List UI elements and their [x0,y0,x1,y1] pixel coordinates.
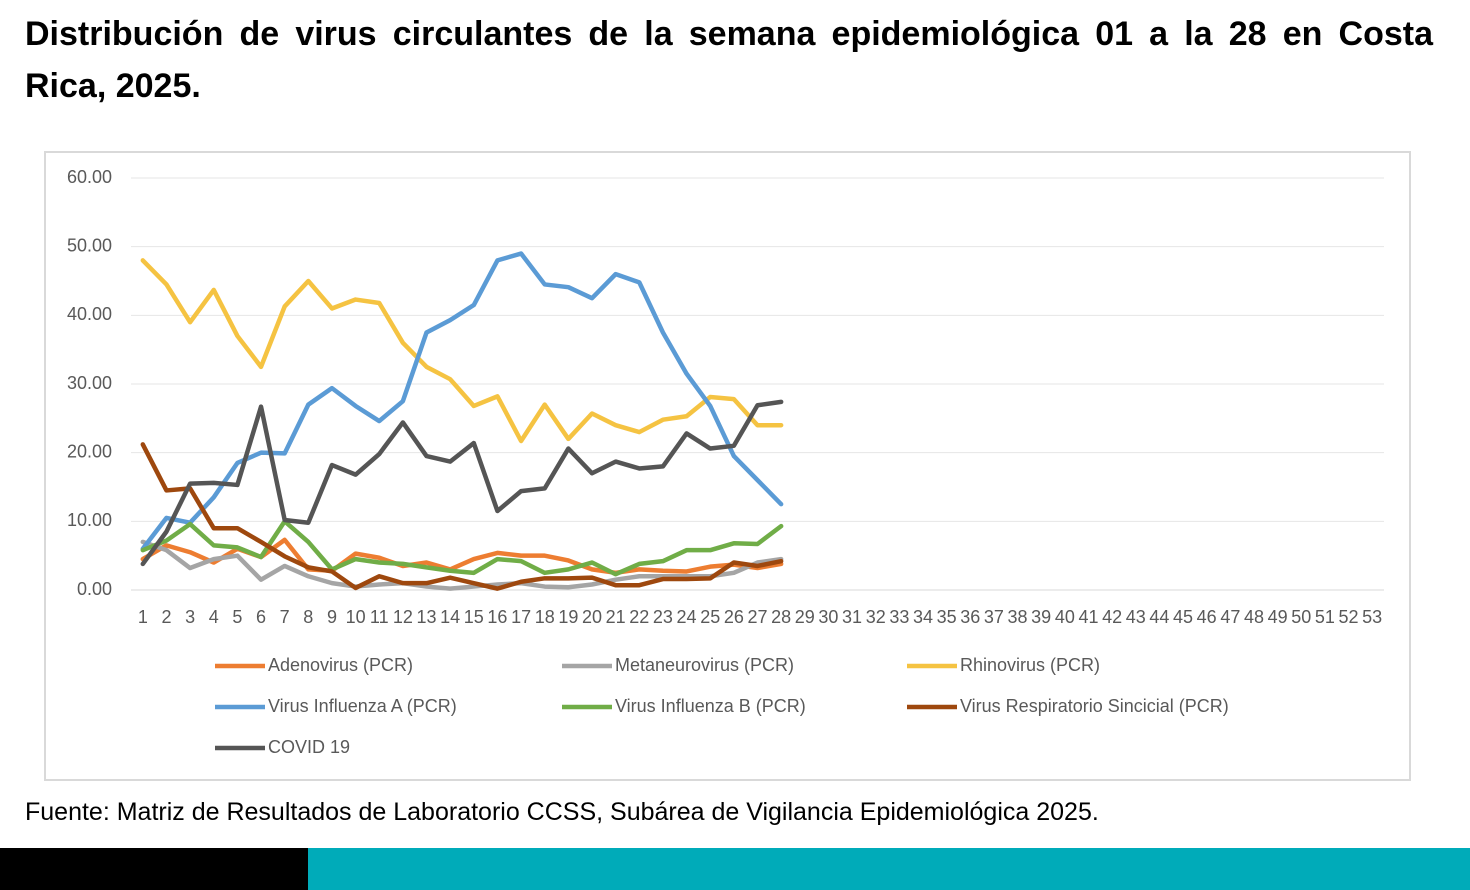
x-tick-label: 16 [487,607,507,627]
x-tick-label: 48 [1244,607,1264,627]
x-tick-label: 13 [417,607,437,627]
x-tick-label: 30 [818,607,838,627]
legend-label: Adenovirus (PCR) [268,655,413,675]
x-tick-label: 26 [724,607,744,627]
legend-label: COVID 19 [268,737,350,757]
x-tick-label: 42 [1102,607,1122,627]
x-tick-label: 17 [511,607,531,627]
x-tick-label: 3 [185,607,195,627]
x-tick-label: 18 [535,607,555,627]
x-tick-label: 46 [1197,607,1217,627]
x-tick-label: 24 [677,607,697,627]
x-tick-label: 39 [1031,607,1051,627]
x-tick-label: 12 [393,607,413,627]
y-tick-label: 30.00 [67,373,112,393]
x-tick-label: 29 [795,607,815,627]
x-tick-label: 44 [1149,607,1169,627]
legend-label: Metaneurovirus (PCR) [615,655,794,675]
x-tick-label: 6 [256,607,266,627]
x-tick-label: 49 [1268,607,1288,627]
x-tick-label: 35 [937,607,957,627]
x-tick-label: 21 [606,607,626,627]
x-tick-label: 33 [889,607,909,627]
footer-bar [0,848,308,890]
source: Fuente: Matriz de Resultados de Laborato… [25,798,1099,826]
x-tick-label: 2 [161,607,171,627]
x-tick-label: 38 [1008,607,1028,627]
x-tick-label: 28 [771,607,791,627]
x-tick-label: 27 [747,607,767,627]
y-tick-label: 50.00 [67,235,112,255]
y-tick-label: 40.00 [67,304,112,324]
x-tick-label: 5 [232,607,242,627]
x-tick-label: 19 [558,607,578,627]
legend-label: Rhinovirus (PCR) [960,655,1100,675]
x-tick-label: 23 [653,607,673,627]
x-tick-label: 32 [866,607,886,627]
x-tick-label: 40 [1055,607,1075,627]
y-tick-label: 0.00 [77,579,112,599]
legend-label: Virus Influenza B (PCR) [615,696,806,716]
legend-label: Virus Respiratorio Sincicial (PCR) [960,696,1229,716]
x-tick-label: 10 [346,607,366,627]
x-tick-label: 15 [464,607,484,627]
x-tick-label: 22 [629,607,649,627]
series-line [140,519,784,577]
x-tick-label: 1 [138,607,148,627]
x-tick-label: 51 [1315,607,1335,627]
x-tick-label: 41 [1078,607,1098,627]
footer-bar [308,848,1470,890]
x-tick-label: 53 [1362,607,1382,627]
y-tick-label: 10.00 [67,510,112,530]
x-tick-label: 50 [1291,607,1311,627]
x-tick-label: 52 [1339,607,1359,627]
x-tick-label: 14 [440,607,460,627]
x-tick-label: 25 [700,607,720,627]
legend-label: Virus Influenza A (PCR) [268,696,457,716]
x-tick-label: 34 [913,607,933,627]
series-line [140,399,784,567]
x-tick-label: 4 [209,607,219,627]
series-line [140,251,784,552]
x-tick-label: 47 [1220,607,1240,627]
series-line [140,442,784,591]
x-tick-label: 8 [303,607,313,627]
x-tick-label: 45 [1173,607,1193,627]
x-tick-label: 11 [370,607,389,627]
series-line [140,258,784,444]
series-line [140,539,784,591]
title: Distribución de virus circulantes de la … [25,15,1433,105]
x-tick-label: 31 [842,607,862,627]
x-tick-label: 7 [280,607,290,627]
y-tick-label: 60.00 [67,167,112,187]
x-tick-label: 37 [984,607,1004,627]
x-tick-label: 20 [582,607,602,627]
y-tick-label: 20.00 [67,441,112,461]
x-tick-label: 43 [1126,607,1146,627]
x-tick-label: 36 [960,607,980,627]
x-tick-label: 9 [327,607,337,627]
